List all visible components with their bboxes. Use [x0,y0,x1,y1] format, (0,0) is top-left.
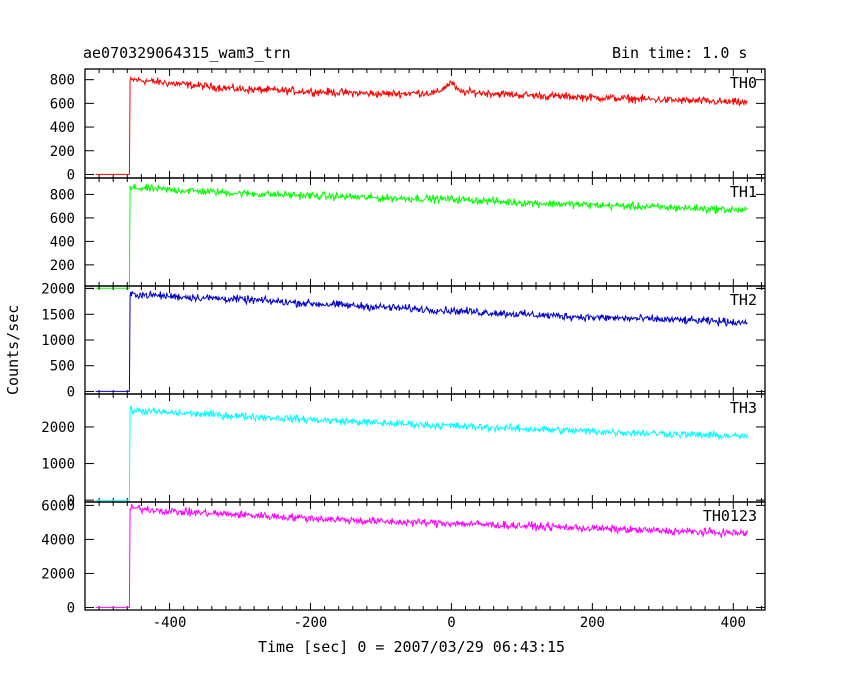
th2-series-line [95,290,748,392]
th3-ytick-label: 1000 [41,457,75,473]
th2-panel-frame [84,285,766,395]
th3-ytick-label: 2000 [41,420,75,436]
th1-ytick-label: 800 [50,187,75,203]
xtick-label: 200 [580,615,605,631]
plot-title: ae070329064315_wam3_trn [83,44,291,62]
th0123-ytick-label: 2000 [41,566,75,582]
th1-ytick-label: 400 [50,234,75,250]
th2-ytick-label: 1000 [41,333,75,349]
th2-ytick-label: 2000 [41,282,75,298]
th0-ytick-label: 0 [67,167,75,183]
th1-ytick-label: 200 [50,258,75,274]
xtick-label: 400 [721,615,746,631]
th0-panel-frame [84,68,766,179]
th0-series-line [95,75,748,175]
th1-series-line [95,183,748,289]
th0-ytick-label: 800 [50,73,75,89]
th0123-ytick-label: 4000 [41,532,75,548]
th0123-ytick-label: 0 [67,600,75,616]
th0123-series-line [95,504,748,608]
th3-series-line [95,404,748,501]
th0123-panel-label: TH0123 [703,507,757,525]
th0123-panel-frame [84,501,766,611]
th2-ytick-label: 500 [50,359,75,375]
th0-ytick-label: 400 [50,120,75,136]
y-axis-label: Counts/sec [4,304,22,395]
th0-ytick-label: 200 [50,144,75,160]
x-axis-label: Time [sec] 0 = 2007/03/29 06:43:15 [258,638,566,656]
th2-ytick-label: 0 [67,384,75,400]
th0123-ytick-label: 6000 [41,498,75,514]
xtick-label: -400 [153,615,187,631]
xtick-label: 0 [447,615,455,631]
th3-panel-frame [84,393,766,503]
th0-panel-label: TH0 [730,74,757,92]
th0-ytick-label: 600 [50,96,75,112]
xtick-label: -200 [294,615,328,631]
th2-ytick-label: 1500 [41,307,75,323]
th3-ytick-label: 0 [67,493,75,509]
th1-ytick-label: 0 [67,281,75,297]
bin-time-label: Bin time: 1.0 s [612,44,748,62]
th1-panel-label: TH1 [730,183,757,201]
th2-panel-label: TH2 [730,291,757,309]
th1-ytick-label: 600 [50,211,75,227]
th3-panel-label: TH3 [730,399,757,417]
th1-panel-frame [84,177,766,287]
